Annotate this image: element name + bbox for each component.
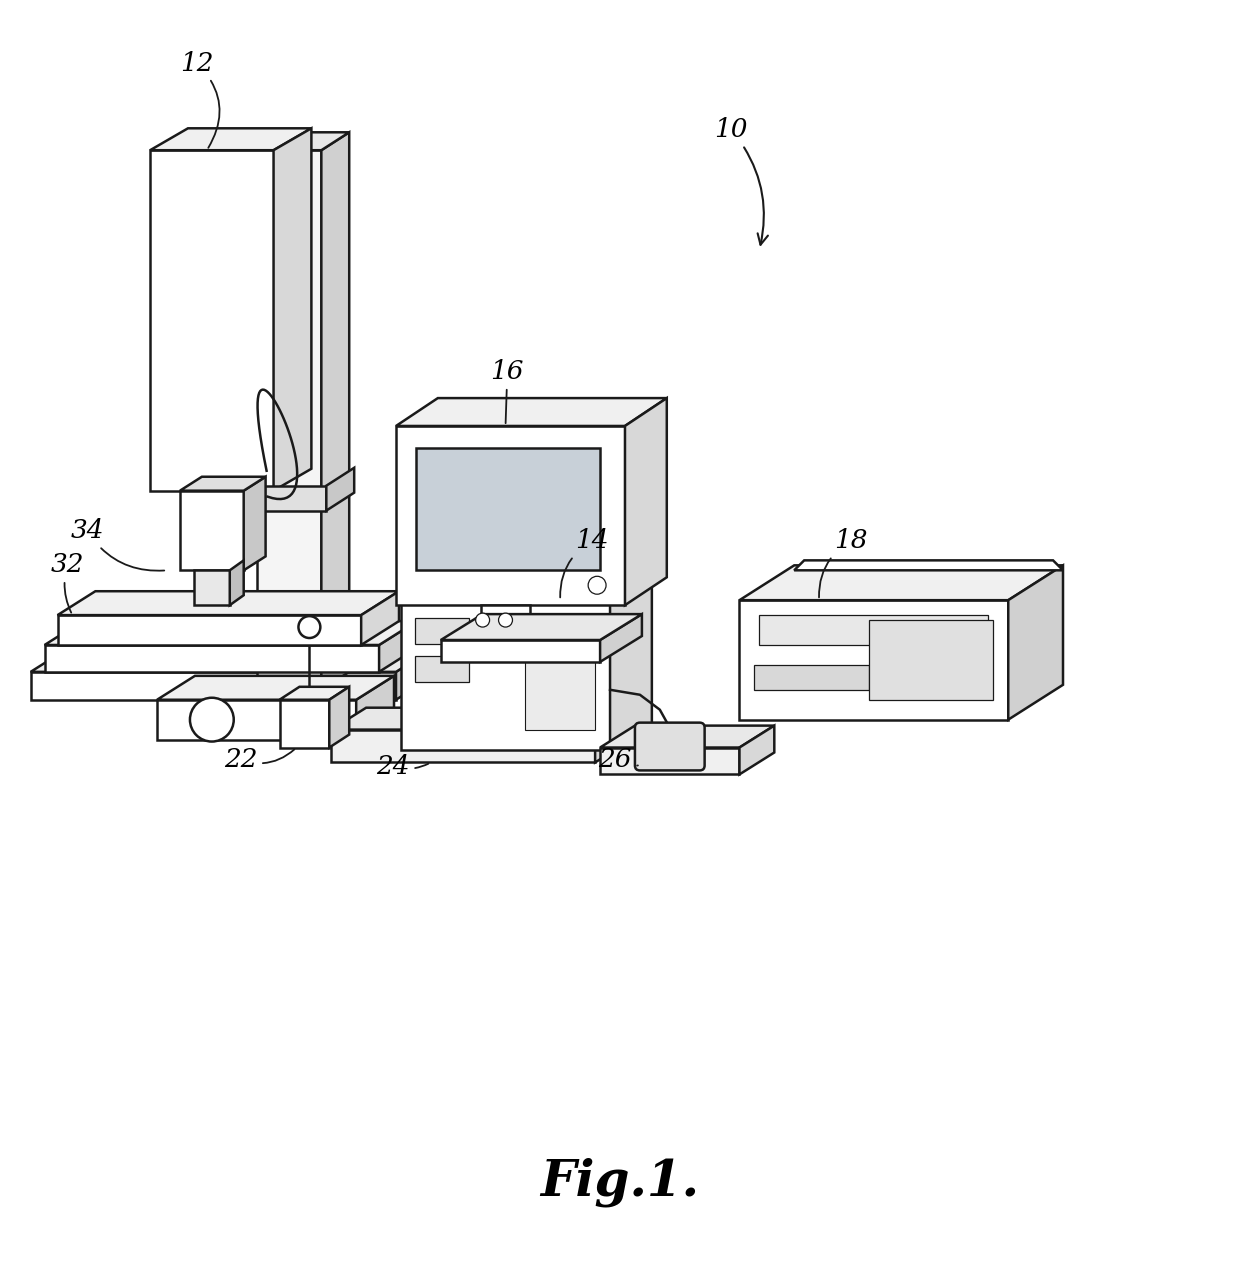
- Polygon shape: [440, 640, 600, 662]
- Polygon shape: [180, 491, 244, 570]
- Polygon shape: [739, 725, 774, 775]
- Polygon shape: [739, 601, 1008, 720]
- Polygon shape: [193, 570, 229, 605]
- Polygon shape: [331, 730, 595, 762]
- Polygon shape: [396, 427, 625, 605]
- Polygon shape: [869, 620, 993, 699]
- Polygon shape: [244, 477, 265, 570]
- Polygon shape: [739, 565, 1063, 601]
- Polygon shape: [610, 574, 652, 749]
- Polygon shape: [396, 648, 434, 699]
- Circle shape: [476, 614, 490, 628]
- Text: 12: 12: [180, 50, 219, 147]
- Polygon shape: [252, 485, 326, 511]
- Polygon shape: [279, 687, 350, 699]
- Polygon shape: [326, 468, 355, 511]
- Polygon shape: [279, 699, 330, 748]
- Circle shape: [498, 614, 512, 628]
- Polygon shape: [625, 398, 667, 605]
- Polygon shape: [31, 671, 396, 699]
- Polygon shape: [440, 614, 642, 640]
- Polygon shape: [481, 605, 531, 640]
- Text: 26: 26: [598, 747, 637, 772]
- Polygon shape: [615, 409, 667, 596]
- Polygon shape: [31, 648, 434, 671]
- Polygon shape: [379, 621, 417, 671]
- Polygon shape: [45, 621, 417, 644]
- Polygon shape: [595, 707, 630, 762]
- Polygon shape: [600, 748, 739, 775]
- Polygon shape: [257, 132, 350, 150]
- Polygon shape: [150, 150, 274, 491]
- Polygon shape: [526, 620, 595, 730]
- Text: 18: 18: [818, 529, 868, 597]
- Polygon shape: [759, 615, 988, 644]
- Text: 32: 32: [51, 552, 84, 612]
- Polygon shape: [1008, 565, 1063, 720]
- Polygon shape: [157, 699, 356, 739]
- Text: 16: 16: [491, 359, 525, 423]
- Polygon shape: [157, 676, 394, 699]
- Text: 10: 10: [714, 118, 768, 245]
- Polygon shape: [401, 601, 610, 749]
- Polygon shape: [415, 619, 469, 644]
- Polygon shape: [229, 560, 244, 605]
- Polygon shape: [331, 707, 630, 730]
- Polygon shape: [57, 615, 361, 644]
- Text: 22: 22: [223, 747, 294, 772]
- Polygon shape: [415, 656, 469, 681]
- Circle shape: [588, 576, 606, 594]
- Text: 34: 34: [71, 519, 164, 571]
- Polygon shape: [330, 687, 350, 748]
- Text: Fig.1.: Fig.1.: [541, 1158, 699, 1207]
- Polygon shape: [361, 592, 399, 644]
- Polygon shape: [257, 150, 321, 689]
- Polygon shape: [600, 614, 642, 662]
- Text: 14: 14: [560, 529, 609, 597]
- Circle shape: [299, 616, 320, 638]
- Polygon shape: [180, 477, 265, 491]
- Polygon shape: [396, 398, 667, 427]
- FancyBboxPatch shape: [635, 722, 704, 770]
- Polygon shape: [57, 592, 399, 615]
- Circle shape: [190, 698, 233, 742]
- Polygon shape: [274, 128, 311, 491]
- Polygon shape: [600, 725, 774, 748]
- Polygon shape: [321, 132, 350, 689]
- Polygon shape: [415, 448, 600, 570]
- Polygon shape: [754, 665, 869, 689]
- Polygon shape: [794, 560, 1063, 570]
- Polygon shape: [45, 644, 379, 671]
- Polygon shape: [401, 574, 652, 601]
- Polygon shape: [526, 619, 556, 642]
- Text: 24: 24: [376, 755, 428, 779]
- Polygon shape: [356, 676, 394, 739]
- Polygon shape: [150, 128, 311, 150]
